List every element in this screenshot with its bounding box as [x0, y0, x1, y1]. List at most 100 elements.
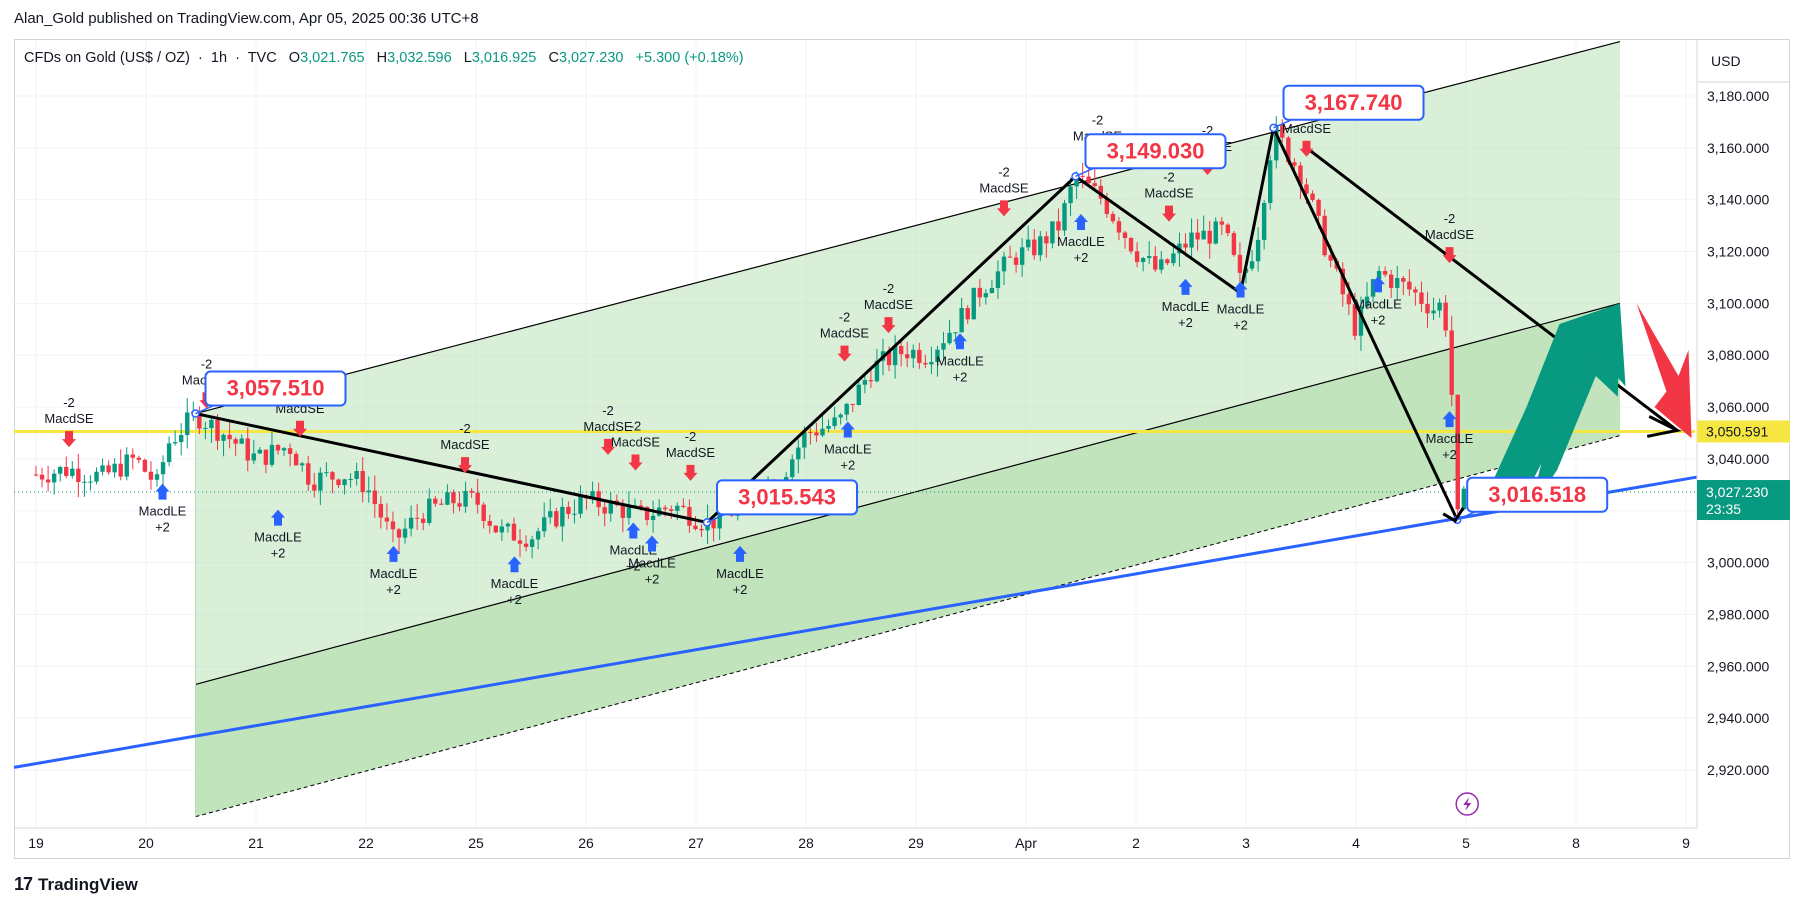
- buy-arrow-icon: [1178, 278, 1193, 295]
- signal-buy-5[interactable]: MacdLE+2: [370, 545, 418, 597]
- candle-body: [118, 463, 123, 477]
- candle-body: [179, 435, 184, 443]
- candle-body: [971, 287, 976, 320]
- zigzag-segment[interactable]: [194, 412, 709, 524]
- signal-label: MacdSE: [583, 419, 632, 434]
- signal-label: MacdSE: [820, 326, 869, 341]
- time-tick-label: 22: [358, 835, 374, 851]
- zigzag-pivot[interactable]: [191, 409, 200, 418]
- candle-body: [421, 518, 426, 523]
- chart-frame[interactable]: [14, 39, 1790, 859]
- candle-body: [185, 412, 190, 436]
- signal-qty: -2: [201, 356, 213, 371]
- zigzag-pivot[interactable]: [1269, 123, 1278, 133]
- candle-body: [802, 431, 807, 448]
- candle-body: [1032, 239, 1037, 256]
- candle-body: [306, 463, 311, 485]
- candle-body: [100, 465, 105, 472]
- signal-buy-11[interactable]: MacdLE+2: [628, 535, 676, 587]
- zigzag-pivot[interactable]: [1071, 172, 1080, 181]
- signal-buy-28[interactable]: MacdLE+2: [1426, 411, 1474, 462]
- price-callout-1[interactable]: 3,015.543: [706, 479, 858, 524]
- signal-qty: +2: [155, 520, 170, 535]
- signal-buy-17[interactable]: MacdLE+2: [936, 333, 984, 384]
- signal-buy-13[interactable]: MacdLE+2: [716, 545, 764, 597]
- candle-body: [209, 419, 214, 429]
- price-tag-last[interactable]: [1697, 480, 1790, 521]
- candle-body: [523, 543, 529, 547]
- candle-body: [638, 505, 644, 507]
- signal-qty: +2: [1371, 312, 1386, 327]
- price-tick-label: 3,100.000: [1707, 295, 1769, 311]
- callout-pointer: [1075, 167, 1094, 177]
- buy-arrow-icon: [645, 535, 659, 552]
- signal-buy-19[interactable]: MacdLE+2: [1057, 214, 1105, 265]
- callout-box: [716, 479, 858, 516]
- signal-buy-10[interactable]: MacdLE+2: [609, 522, 657, 574]
- callout-box: [1282, 84, 1425, 121]
- signal-buy-7[interactable]: MacdLE+2: [491, 556, 539, 607]
- price-callout-4[interactable]: 3,016.518: [1456, 476, 1609, 521]
- candle-body: [590, 491, 595, 499]
- candle-body: [330, 472, 335, 480]
- candle-body: [505, 523, 511, 527]
- buy-arrow-icon: [1074, 214, 1088, 231]
- publisher-line: Alan_Gold published on TradingView.com, …: [14, 10, 479, 27]
- price-callout-2[interactable]: 3,149.030: [1075, 133, 1227, 177]
- buy-arrow-icon: [733, 545, 747, 562]
- symbol-legend[interactable]: CFDs on Gold (US$ / OZ) · 1h · TVC O3,02…: [24, 50, 744, 66]
- candle-body: [1068, 186, 1073, 204]
- time-tick-label: 29: [908, 835, 924, 851]
- zigzag-segment[interactable]: [705, 174, 1077, 524]
- signal-buy-4[interactable]: MacdLE+2: [254, 509, 302, 561]
- symbol-interval[interactable]: 1h: [210, 50, 228, 66]
- candle-body: [983, 293, 989, 298]
- projection-arrowhead-black: [1646, 415, 1682, 438]
- zigzag-segment[interactable]: [1239, 126, 1275, 295]
- price-callout-0[interactable]: 3,057.510: [195, 370, 347, 415]
- candle-body: [106, 465, 111, 473]
- zigzag-pivot[interactable]: [702, 518, 712, 527]
- signal-buy-15[interactable]: MacdLE+2: [824, 421, 872, 472]
- candle-body: [1413, 289, 1418, 293]
- signal-buy-1[interactable]: MacdLE+2: [139, 483, 187, 535]
- support-trendline-path[interactable]: [13, 475, 1698, 769]
- signal-buy-24[interactable]: MacdLE+2: [1217, 281, 1265, 332]
- low-value: 3,016.925: [471, 50, 537, 66]
- candle-body: [1407, 281, 1412, 290]
- currency-label[interactable]: USD: [1711, 53, 1741, 69]
- candle-body: [1425, 303, 1430, 314]
- candle-body: [312, 484, 317, 491]
- signal-buy-26[interactable]: MacdLE+2: [1354, 276, 1402, 327]
- signal-buy-22[interactable]: MacdLE+2: [1162, 278, 1210, 330]
- green-up-arrow-body[interactable]: [1485, 303, 1626, 510]
- candle-body: [475, 492, 480, 505]
- symbol-name[interactable]: CFDs on Gold (US$ / OZ): [24, 50, 190, 66]
- candle-body: [45, 479, 51, 483]
- open-value: 3,021.765: [300, 50, 365, 66]
- candle-body: [1419, 292, 1424, 304]
- footer-brand[interactable]: 17 TradingView: [14, 874, 138, 895]
- price-tag-yellow[interactable]: [1697, 420, 1790, 443]
- candle-body: [923, 362, 928, 365]
- candle-body: [1328, 255, 1333, 261]
- candle-body: [1261, 202, 1267, 240]
- price-callout-3[interactable]: 3,167.740: [1273, 84, 1425, 129]
- signal-qty: -2: [459, 421, 471, 436]
- zigzag-segment[interactable]: [1272, 126, 1459, 522]
- red-down-arrow[interactable]: [1636, 303, 1692, 439]
- candle-body: [269, 444, 275, 465]
- zigzag-segment[interactable]: [1074, 174, 1242, 295]
- candle-body: [1286, 137, 1291, 163]
